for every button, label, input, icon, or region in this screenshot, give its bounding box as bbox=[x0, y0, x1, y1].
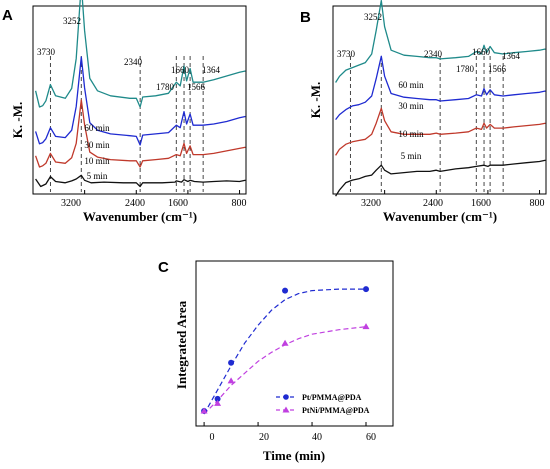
panel-a-peak-label-1364: 1364 bbox=[202, 65, 221, 75]
fit-curve-PtNi/PMMA@PDA bbox=[203, 326, 367, 415]
panel-a-peak-label-3730: 3730 bbox=[37, 47, 56, 57]
panel-b-label-5min: 5 min bbox=[401, 151, 422, 161]
panel-a-peak-label-1780: 1780 bbox=[156, 82, 175, 92]
panel-c-tick-40: 40 bbox=[312, 432, 322, 443]
panel-b-letter: B bbox=[300, 9, 311, 26]
panel-b-tick-3200: 3200 bbox=[361, 198, 381, 209]
point-Pt/PMMA@PDA-5 bbox=[214, 395, 221, 402]
panel-a-tick-1600: 1600 bbox=[168, 198, 188, 209]
spectrum-30-min bbox=[34, 56, 246, 146]
panel-b-label-10min: 10 min bbox=[398, 129, 424, 139]
panel-b-xlabel: Wavenumber (cm⁻¹) bbox=[383, 209, 497, 224]
panel-b-label-60min: 60 min bbox=[398, 80, 424, 90]
panel-c-xlabel: Time (min) bbox=[263, 448, 325, 463]
fit-curve-Pt/PMMA@PDA bbox=[203, 288, 366, 415]
legend-marker-pt bbox=[283, 394, 289, 400]
panel-a-ticks bbox=[84, 190, 241, 194]
spectrum-5-min bbox=[35, 174, 246, 188]
panel-b-tick-800: 800 bbox=[530, 198, 545, 209]
panel-a-series bbox=[34, 0, 246, 188]
panel-c-fit-curves bbox=[203, 288, 367, 415]
panel-a-peak-label-2340: 2340 bbox=[124, 57, 143, 67]
point-Pt/PMMA@PDA-10 bbox=[228, 359, 235, 366]
panel-b-tick-1600: 1600 bbox=[471, 198, 491, 209]
point-PtNi/PMMA@PDA-60 bbox=[362, 323, 370, 330]
panel-a-peak-label-1566: 1566 bbox=[187, 82, 206, 92]
panel-b-peak-label-1780: 1780 bbox=[456, 64, 475, 74]
spectrum-5-min bbox=[335, 159, 546, 197]
spectrum-10-min bbox=[34, 99, 246, 168]
panel-c-legend: Pt/PMMA@PDA PtNi/PMMA@PDA bbox=[276, 393, 370, 415]
spectrum-60-min bbox=[34, 0, 246, 108]
panel-b-peak-label-3730: 3730 bbox=[337, 49, 356, 59]
panel-c-tick-60: 60 bbox=[366, 432, 376, 443]
panel-b-peak-label-1660: 1660 bbox=[472, 47, 491, 57]
point-PtNi/PMMA@PDA-0 bbox=[200, 407, 208, 414]
panel-a: A K. -M. 3200 2400 1600 800 Wavenumber (… bbox=[2, 0, 247, 224]
panel-c-letter: C bbox=[158, 259, 169, 276]
panel-b-frame bbox=[332, 5, 547, 195]
panel-a-label-30min: 30 min bbox=[84, 140, 110, 150]
panel-a-label-60min: 60 min bbox=[84, 123, 110, 133]
panel-a-ylabel: K. -M. bbox=[10, 102, 25, 138]
panel-c-ticks bbox=[203, 422, 367, 426]
panel-a-tick-3200: 3200 bbox=[61, 198, 81, 209]
panel-b-tick-2400: 2400 bbox=[423, 198, 443, 209]
panel-c-points bbox=[200, 286, 370, 414]
panel-a-xlabel: Wavenumber (cm⁻¹) bbox=[83, 209, 197, 224]
panel-c-tick-20: 20 bbox=[259, 432, 269, 443]
panel-c-frame bbox=[195, 260, 394, 427]
point-PtNi/PMMA@PDA-5 bbox=[214, 399, 222, 406]
panel-c-tick-0: 0 bbox=[210, 432, 215, 443]
panel-b: B K. -M. 3200 2400 1600 800 Wavenumber (… bbox=[300, 0, 547, 224]
panel-a-label-10min: 10 min bbox=[84, 156, 110, 166]
panel-a-letter: A bbox=[2, 7, 13, 24]
legend-label-pt: Pt/PMMA@PDA bbox=[302, 393, 362, 402]
panel-c: C Integrated Area 0 20 40 60 Time (min) … bbox=[158, 259, 394, 463]
panel-a-peak-label-1660: 1660 bbox=[171, 65, 190, 75]
spectrum-30-min bbox=[335, 55, 546, 120]
spectrum-60-min bbox=[335, 0, 546, 83]
panel-b-peak-lines bbox=[349, 56, 504, 192]
panel-a-tick-800: 800 bbox=[232, 198, 247, 209]
panel-b-peak-label-1364: 1364 bbox=[502, 51, 521, 61]
spectrum-10-min bbox=[335, 107, 546, 156]
panel-b-ylabel: K. -M. bbox=[308, 82, 323, 118]
panel-a-peak-label-3252: 3252 bbox=[63, 16, 81, 26]
legend-label-ptni: PtNi/PMMA@PDA bbox=[302, 406, 370, 415]
point-Pt/PMMA@PDA-60 bbox=[363, 286, 370, 293]
panel-a-label-5min: 5 min bbox=[87, 171, 108, 181]
legend-marker-ptni bbox=[282, 406, 290, 413]
panel-c-ylabel: Integrated Area bbox=[174, 300, 189, 389]
point-PtNi/PMMA@PDA-10 bbox=[227, 377, 235, 384]
point-Pt/PMMA@PDA-30 bbox=[282, 287, 289, 294]
panel-b-peak-label-3252: 3252 bbox=[364, 12, 382, 22]
panel-a-frame bbox=[32, 5, 247, 195]
panel-a-tick-2400: 2400 bbox=[125, 198, 145, 209]
panel-b-label-30min: 30 min bbox=[398, 101, 424, 111]
panel-a-peak-lines bbox=[49, 56, 204, 192]
point-PtNi/PMMA@PDA-30 bbox=[281, 339, 289, 346]
panel-b-peak-label-2340: 2340 bbox=[424, 49, 443, 59]
panel-b-ticks bbox=[384, 190, 541, 194]
panel-b-series bbox=[335, 0, 546, 197]
panel-b-peak-label-1566: 1566 bbox=[488, 64, 507, 74]
